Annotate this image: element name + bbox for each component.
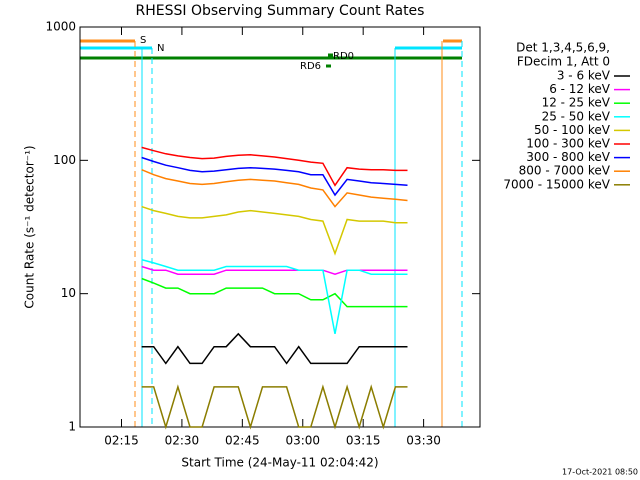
legend-label: 50 - 100 keV	[534, 123, 611, 137]
series-line	[141, 258, 408, 334]
series-line	[141, 169, 408, 208]
legend-label: 300 - 800 keV	[526, 150, 610, 164]
flag-label: RD0	[333, 51, 354, 62]
x-tick-label: 02:45	[225, 434, 260, 448]
legend-label: 3 - 6 keV	[557, 69, 611, 83]
series-line	[141, 146, 408, 187]
x-tick-label: 02:15	[104, 434, 139, 448]
x-tick-label: 03:00	[285, 434, 320, 448]
flag-label: N	[157, 43, 164, 54]
legend-label: 25 - 50 keV	[542, 109, 611, 123]
x-tick-label: 03:15	[346, 434, 381, 448]
chart-title: RHESSI Observing Summary Count Rates	[136, 3, 425, 19]
legend-label: 7000 - 15000 keV	[503, 177, 610, 191]
legend-label: 100 - 300 keV	[526, 137, 610, 151]
legend-label: 800 - 7000 keV	[519, 164, 611, 178]
x-tick-label: 02:30	[165, 434, 200, 448]
series-line	[141, 277, 408, 308]
legend-label: 12 - 25 keV	[542, 96, 611, 110]
y-tick-label: 10	[61, 286, 76, 300]
series-line	[141, 332, 408, 365]
legend-label: 6 - 12 keV	[549, 82, 611, 96]
series-line	[141, 384, 408, 430]
footer: 17-Oct-2021 08:50	[562, 468, 638, 477]
plot-frame	[79, 26, 481, 428]
series-line	[141, 205, 408, 256]
flag-markers	[80, 39, 462, 68]
x-tick-label: 03:30	[406, 434, 441, 448]
legend-header: FDecim 1, Att 0	[517, 55, 610, 69]
y-axis-label: Count Rate (s⁻¹ detector⁻¹)	[23, 145, 37, 308]
flag-label: RD6	[300, 61, 321, 72]
legend-header: Det 1,3,4,5,6,9,	[516, 41, 610, 55]
y-tick-label: 100	[53, 153, 76, 167]
vertical-markers	[134, 41, 463, 427]
series-line	[141, 265, 408, 275]
y-tick-label: 1000	[45, 20, 76, 34]
y-tick-label: 1	[68, 420, 76, 434]
x-axis-label: Start Time (24-May-11 02:04:42)	[181, 456, 378, 470]
flag-label: S	[140, 35, 146, 46]
series-line	[141, 156, 408, 197]
